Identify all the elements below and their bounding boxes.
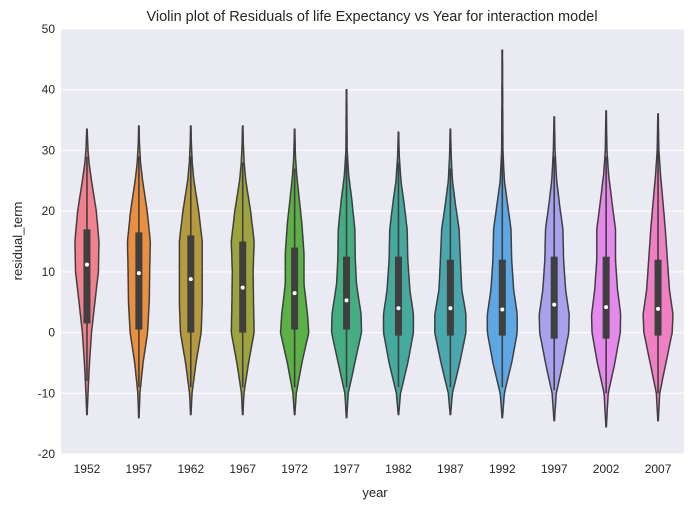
- iqr-box-1952: [83, 229, 91, 324]
- median-point-2007: [656, 306, 661, 311]
- iqr-box-1972: [291, 247, 299, 330]
- x-tick-label-1987: 1987: [437, 462, 464, 476]
- median-point-2002: [604, 305, 609, 310]
- iqr-box-1957: [135, 232, 143, 330]
- y-tick-label: 0: [48, 326, 55, 340]
- median-point-1977: [344, 298, 349, 303]
- grid-lines: [61, 28, 684, 455]
- median-point-1957: [136, 271, 141, 276]
- y-tick-labels: -20 -10 0 10 20 30 40 50: [38, 22, 56, 461]
- iqr-box-2007: [654, 259, 662, 336]
- x-axis-label: year: [362, 485, 388, 500]
- x-tick-label-1952: 1952: [74, 462, 101, 476]
- x-tick-label-2007: 2007: [645, 462, 672, 476]
- iqr-box-1992: [498, 259, 506, 336]
- x-tick-label-1957: 1957: [126, 462, 153, 476]
- chart-title: Violin plot of Residuals of life Expecta…: [146, 9, 597, 25]
- plot-area: [61, 29, 684, 454]
- y-tick-label: 50: [42, 22, 56, 36]
- x-tick-label-1997: 1997: [541, 462, 568, 476]
- y-tick-label: -20: [38, 447, 56, 461]
- median-point-1987: [448, 306, 453, 311]
- x-tick-label-1962: 1962: [177, 462, 204, 476]
- y-tick-label: 20: [42, 204, 56, 218]
- y-tick-label: -10: [38, 386, 56, 400]
- median-point-1967: [240, 285, 245, 290]
- median-point-1997: [552, 302, 557, 307]
- y-tick-label: 10: [42, 265, 56, 279]
- x-tick-labels: 1952 1957 1962 1967 1972 1977 1982 1987 1992 1997…: [74, 462, 672, 476]
- y-tick-label: 40: [42, 83, 56, 97]
- x-tick-label-1992: 1992: [489, 462, 516, 476]
- iqr-box-1977: [343, 256, 351, 330]
- x-tick-label-1972: 1972: [281, 462, 308, 476]
- median-point-1982: [396, 306, 401, 311]
- y-tick-label: 30: [42, 143, 56, 157]
- x-tick-label-1967: 1967: [229, 462, 256, 476]
- median-point-1952: [84, 262, 89, 267]
- x-tick-label-1982: 1982: [385, 462, 412, 476]
- median-point-1962: [188, 277, 193, 282]
- iqr-box-1962: [187, 235, 195, 333]
- iqr-box-1997: [550, 256, 558, 339]
- iqr-box-1982: [394, 256, 402, 336]
- y-axis-label: residual_term: [10, 202, 25, 281]
- iqr-box-1987: [446, 259, 454, 336]
- x-tick-label-1977: 1977: [333, 462, 360, 476]
- iqr-box-2002: [602, 256, 610, 339]
- median-point-1972: [292, 291, 297, 296]
- median-point-1992: [500, 307, 505, 312]
- x-tick-label-2002: 2002: [593, 462, 620, 476]
- violins: [74, 49, 674, 428]
